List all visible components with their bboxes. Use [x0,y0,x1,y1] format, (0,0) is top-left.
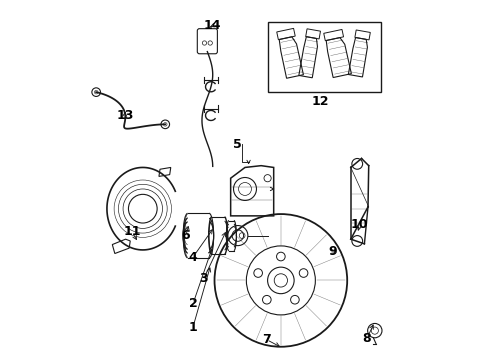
Text: 5: 5 [233,138,242,150]
Text: 12: 12 [312,95,329,108]
Text: 11: 11 [123,225,141,238]
Text: 3: 3 [199,272,208,285]
Text: 10: 10 [351,218,368,231]
Text: 6: 6 [181,229,190,242]
Text: 7: 7 [262,333,271,346]
Text: 8: 8 [363,332,371,345]
Text: 9: 9 [329,245,337,258]
Text: 4: 4 [189,251,197,264]
Bar [269,22,381,92]
Text: 1: 1 [189,320,197,333]
Text: 14: 14 [204,19,221,32]
Text: 13: 13 [116,109,134,122]
Text: 2: 2 [189,297,197,310]
